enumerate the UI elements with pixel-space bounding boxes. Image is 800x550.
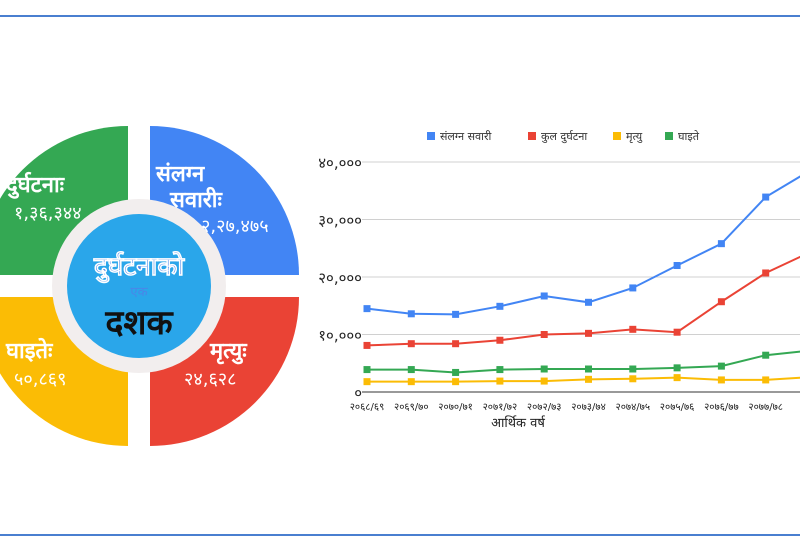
legend: संलग्न सवारी कुल दुर्घटना मृत्यु घाइते [427, 130, 700, 144]
x-tick-label-9: २०७७/७८ [748, 402, 783, 413]
series-2-point-4 [540, 377, 548, 385]
series-line-1 [366, 255, 800, 347]
center-subtitle: एक [130, 285, 148, 300]
deaths-value: २४,६२८ [184, 369, 237, 390]
series-2-point-6 [629, 375, 637, 383]
series-3-point-0 [363, 366, 371, 374]
legend-label-3: घाइते [678, 130, 700, 143]
vehicles-label-line2: सवारीः [169, 186, 223, 213]
legend-swatch-3 [665, 132, 673, 140]
y-tick-label-2: २०,००० [318, 269, 362, 287]
x-tick-label-3: २०७१/७२ [483, 402, 518, 413]
series-2-point-3 [496, 377, 504, 385]
series-0-point-2 [452, 310, 460, 318]
series-1-point-9 [762, 269, 770, 277]
series-3-point-9 [762, 351, 770, 359]
y-tick-label-0: ० [354, 384, 362, 402]
x-tick-label-1: २०६९/७० [394, 402, 429, 413]
x-tick-label-7: २०७५/७६ [660, 402, 695, 413]
y-tick-label-3: ३०,००० [318, 212, 362, 230]
decade-quadrant-graphic: दुर्घटनाको एक दशक दुर्घटनाः १,३६,३४४ संल… [0, 126, 299, 446]
legend-label-1: कुल दुर्घटना [541, 130, 587, 144]
series-3-point-6 [629, 365, 637, 373]
accidents-value: १,३६,३४४ [14, 203, 82, 224]
series-lines [363, 175, 800, 386]
series-1-point-4 [540, 331, 548, 338]
frame-bottom-line [0, 534, 800, 536]
x-tick-label-8: २०७६/७७ [704, 402, 739, 413]
center-title: दुर्घटनाको [93, 251, 185, 283]
series-2-point-1 [407, 378, 415, 386]
series-0-point-8 [717, 240, 725, 248]
center-main-word: दशक [104, 303, 174, 343]
series-2-point-9 [762, 376, 770, 384]
legend-swatch-1 [528, 132, 536, 140]
frame-top-line [0, 15, 800, 17]
series-3-point-1 [407, 366, 415, 374]
line-chart: ० १०,००० २०,००० ३०,००० ४०,००० २०६८/६९ २०६९/७०… [318, 130, 800, 431]
gridlines [362, 161, 800, 393]
vehicles-label-line1: संलग्न [155, 162, 205, 187]
injured-value: ५०,८६९ [14, 369, 67, 390]
series-0-point-5 [585, 298, 592, 306]
legend-label-2: मृत्यु [626, 130, 643, 143]
center-disc [67, 214, 211, 358]
x-tick-label-6: २०७४/७५ [616, 402, 651, 413]
x-axis-label: आर्थिक वर्ष [491, 415, 546, 431]
legend-swatch-2 [613, 132, 621, 140]
series-2-point-8 [717, 376, 725, 384]
x-tick-label-2: २०७०/७१ [438, 402, 473, 413]
series-0-point-4 [540, 292, 548, 300]
series-1-point-6 [629, 325, 637, 333]
x-tick-label-4: २०७२/७३ [527, 402, 562, 413]
series-3-point-4 [540, 365, 548, 373]
series-3-point-7 [673, 364, 681, 372]
series-1-point-1 [407, 340, 415, 348]
series-0-point-1 [407, 310, 415, 318]
y-tick-label-4: ४०,००० [318, 154, 362, 172]
series-1-point-8 [717, 298, 725, 306]
series-3-point-5 [585, 365, 592, 373]
series-0-point-7 [673, 262, 681, 269]
injured-label: घाइतेः [5, 337, 54, 364]
series-line-2 [367, 376, 800, 383]
series-1-point-2 [452, 340, 460, 348]
series-0-point-9 [762, 193, 770, 201]
accidents-label: दुर्घटनाः [5, 171, 66, 199]
series-0-point-6 [629, 284, 637, 292]
series-2-point-5 [585, 375, 592, 383]
series-3-point-2 [452, 368, 460, 376]
legend-label-0: संलग्न सवारी [440, 130, 491, 143]
series-3-point-3 [496, 366, 504, 374]
x-tick-labels: २०६८/६९ २०६९/७० २०७०/७१ २०७१/७२ २०७२/७३ २०७३/… [350, 402, 783, 413]
y-tick-labels: ० १०,००० २०,००० ३०,००० ४०,००० [318, 154, 362, 402]
series-2-point-2 [452, 378, 460, 386]
series-2-point-7 [673, 374, 681, 382]
x-tick-label-0: २०६८/६९ [350, 402, 385, 413]
series-1-point-7 [673, 328, 681, 336]
series-2-point-0 [363, 378, 371, 386]
vehicles-value: २,२७,४७५ [201, 216, 269, 237]
series-1-point-3 [496, 336, 504, 344]
deaths-label: मृत्युः [209, 339, 248, 365]
series-1-point-5 [585, 329, 592, 337]
y-tick-label-1: १०,००० [318, 327, 362, 345]
series-line-3 [367, 350, 800, 374]
x-tick-label-5: २०७३/७४ [571, 402, 606, 413]
series-1-point-0 [363, 341, 371, 349]
series-0-point-0 [363, 305, 371, 313]
series-3-point-8 [717, 362, 725, 370]
legend-swatch-0 [427, 132, 435, 140]
series-0-point-3 [496, 302, 504, 310]
